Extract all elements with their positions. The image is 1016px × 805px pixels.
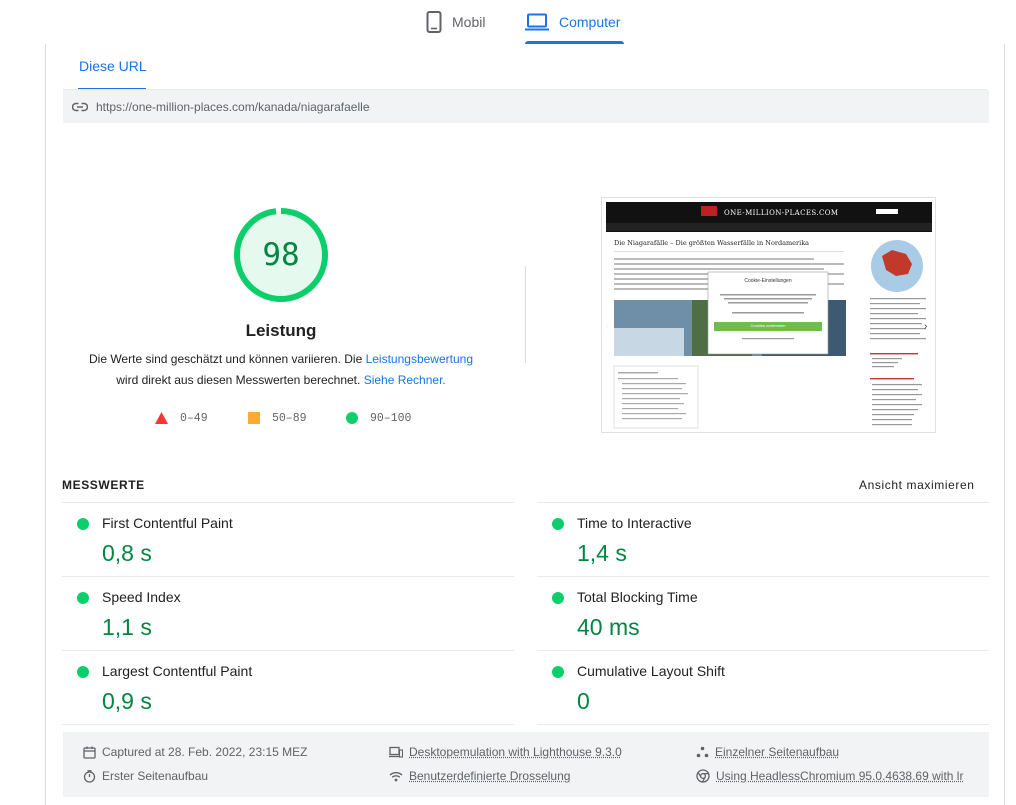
- browser-text: Using HeadlessChromium 95.0.4638.69 with…: [716, 769, 964, 783]
- throttling-info[interactable]: Benutzerdefinierte Drosselung: [389, 769, 570, 783]
- metric-value: 0,9 s: [102, 688, 152, 714]
- subtab-divider: [63, 89, 987, 90]
- triangle-icon: [155, 412, 168, 424]
- pass-circle-icon: [77, 666, 89, 678]
- legend-fail-label: 0–49: [180, 411, 208, 425]
- performance-description: Die Werte sind geschätzt und können vari…: [81, 349, 481, 391]
- captured-info: Captured at 28. Feb. 2022, 23:15 MEZ: [83, 745, 307, 759]
- first-load-info: Erster Seitenaufbau: [83, 769, 208, 783]
- pass-circle-icon: [77, 592, 89, 604]
- page-screenshot: ONE-MILLION-PLACES.COM Die Niagarafälle …: [601, 197, 936, 433]
- metric-name: First Contentful Paint: [102, 515, 233, 531]
- devices-icon: [389, 746, 403, 758]
- tab-computer-label: Computer: [559, 14, 621, 30]
- metric-speed-index: Speed Index 1,1 s: [62, 576, 514, 650]
- metric-fcp: First Contentful Paint 0,8 s: [62, 502, 514, 576]
- url-bar: https://one-million-places.com/kanada/ni…: [63, 90, 989, 123]
- scoring-link[interactable]: Leistungsbewertung: [365, 352, 473, 366]
- laptop-icon: [525, 13, 549, 31]
- browser-info[interactable]: Using HeadlessChromium 95.0.4638.69 with…: [696, 769, 963, 783]
- wifi-icon: [389, 772, 403, 782]
- cookie-dialog-title: Cookie-Einstellungen: [744, 278, 792, 284]
- metric-name: Speed Index: [102, 589, 181, 605]
- calculator-link[interactable]: Siehe Rechner.: [363, 373, 446, 387]
- pass-circle-icon: [552, 592, 564, 604]
- cookie-accept-button: Cookies zustimmen: [750, 323, 786, 328]
- single-load-info[interactable]: Einzelner Seitenaufbau: [696, 745, 839, 759]
- throttling-text: Benutzerdefinierte Drosselung: [409, 769, 571, 783]
- desc-text-1: Die Werte sind geschätzt und können vari…: [88, 352, 366, 366]
- chrome-icon: [696, 769, 710, 783]
- metric-value: 0,8 s: [102, 540, 152, 566]
- site-logo-text: ONE-MILLION-PLACES.COM: [724, 209, 839, 217]
- single-load-text: Einzelner Seitenaufbau: [715, 745, 840, 759]
- active-tab-indicator: [525, 41, 624, 44]
- metric-value: 40 ms: [577, 614, 640, 640]
- pass-circle-icon: [552, 518, 564, 530]
- legend-average: 50–89: [248, 410, 307, 426]
- tab-computer[interactable]: Computer: [525, 0, 624, 44]
- metric-value: 0: [577, 688, 590, 714]
- metric-cls: Cumulative Layout Shift 0: [537, 650, 989, 724]
- run-info-footer: Captured at 28. Feb. 2022, 23:15 MEZ Ers…: [63, 732, 989, 797]
- calendar-icon: [83, 746, 96, 759]
- slider-prev-icon: ‹: [605, 321, 609, 332]
- first-load-text: Erster Seitenaufbau: [102, 769, 209, 783]
- metric-name: Largest Contentful Paint: [102, 663, 253, 679]
- captured-text: Captured at 28. Feb. 2022, 23:15 MEZ: [102, 745, 308, 759]
- metric-name: Cumulative Layout Shift: [577, 663, 725, 679]
- metric-tbt: Total Blocking Time 40 ms: [537, 576, 989, 650]
- legend-average-label: 50–89: [272, 411, 307, 425]
- nodes-icon: [696, 746, 709, 757]
- pass-circle-icon: [77, 518, 89, 530]
- metric-value: 1,1 s: [102, 614, 152, 640]
- metrics-divider: [62, 724, 514, 725]
- metric-lcp: Largest Contentful Paint 0,9 s: [62, 650, 514, 724]
- link-icon: [72, 102, 88, 111]
- circle-icon: [346, 412, 358, 424]
- tested-url: https://one-million-places.com/kanada/ni…: [96, 99, 370, 114]
- legend-pass-label: 90–100: [370, 411, 412, 425]
- expand-view-toggle[interactable]: Ansicht maximieren: [859, 478, 975, 492]
- page-screenshot-image: [602, 198, 935, 432]
- article-title: Die Niagarafälle – Die größten Wasserfäl…: [614, 239, 810, 247]
- desc-text-2: wird direkt aus diesen Messwerten berech…: [116, 373, 364, 387]
- legend-fail: 0–49: [155, 410, 208, 426]
- metric-tti: Time to Interactive 1,4 s: [537, 502, 989, 576]
- report-panel: Diese URL https://one-million-places.com…: [45, 44, 1005, 805]
- square-icon: [248, 412, 260, 424]
- metrics-heading: MESSWERTE: [62, 478, 145, 492]
- device-tabbar: Mobil Computer: [0, 0, 1016, 45]
- vertical-divider: [525, 266, 526, 363]
- metric-name: Time to Interactive: [577, 515, 692, 531]
- metric-value: 1,4 s: [577, 540, 627, 566]
- performance-title: Leistung: [245, 321, 317, 340]
- timer-icon: [83, 769, 96, 783]
- pass-circle-icon: [552, 666, 564, 678]
- legend-pass: 90–100: [346, 410, 411, 426]
- performance-gauge: 98: [233, 207, 329, 303]
- gauge-ring: [234, 208, 328, 302]
- tab-mobil[interactable]: Mobil: [426, 0, 485, 44]
- emulation-info[interactable]: Desktopemulation with Lighthouse 9.3.0: [389, 745, 622, 759]
- tab-mobil-label: Mobil: [452, 14, 486, 30]
- phone-icon: [426, 11, 442, 33]
- metric-name: Total Blocking Time: [577, 589, 698, 605]
- tab-diese-url[interactable]: Diese URL: [79, 58, 147, 74]
- performance-score: 98: [262, 237, 300, 273]
- slider-next-icon: ›: [924, 321, 928, 332]
- metrics-divider: [537, 724, 989, 725]
- emulation-text: Desktopemulation with Lighthouse 9.3.0: [409, 745, 622, 759]
